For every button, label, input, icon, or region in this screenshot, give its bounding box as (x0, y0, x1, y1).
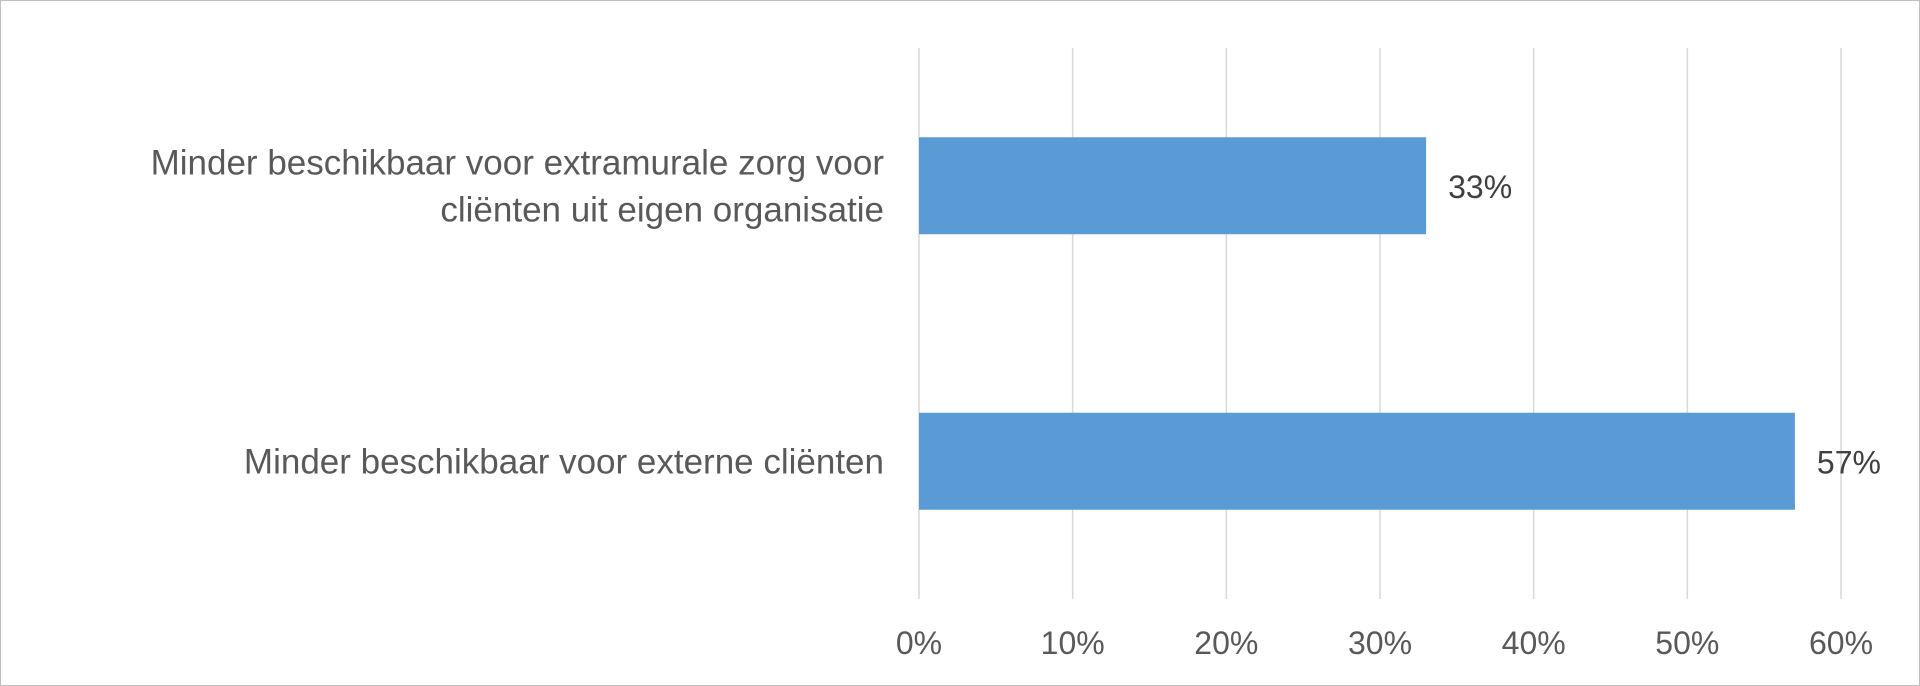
category-label: Minder beschikbaar voor extramurale zorg… (151, 143, 885, 182)
x-tick-label: 20% (1194, 625, 1258, 661)
data-label: 57% (1817, 444, 1881, 480)
x-tick-label: 60% (1809, 625, 1873, 661)
bar (919, 137, 1427, 235)
bar (919, 412, 1795, 510)
x-tick-label: 50% (1655, 625, 1719, 661)
labels: 0% 10% 20% 30% 40% 50% 60% 33% Minder beschikbaa… (151, 143, 1881, 661)
x-tick-label: 40% (1502, 625, 1566, 661)
bars (919, 137, 1795, 510)
x-tick-label: 0% (896, 625, 942, 661)
x-tick-label: 30% (1348, 625, 1412, 661)
category-label: cliënten uit eigen organisatie (440, 190, 884, 229)
data-label: 33% (1448, 169, 1512, 205)
x-tick-label: 10% (1041, 625, 1105, 661)
category-label: Minder beschikbaar voor externe cliënten (244, 442, 884, 481)
gridlines (918, 48, 1842, 599)
